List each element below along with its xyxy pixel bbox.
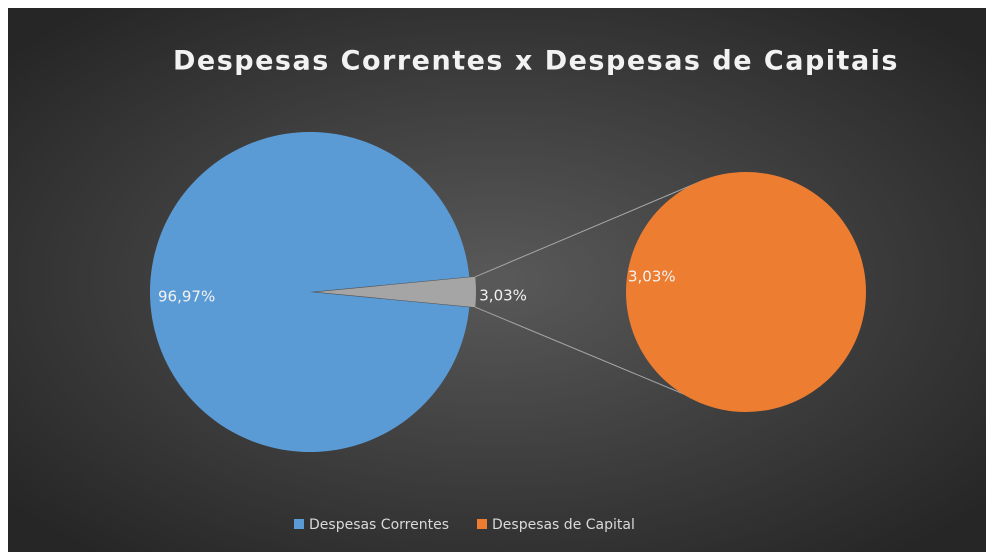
connector-line <box>475 179 705 278</box>
data-label: 3,03% <box>628 268 676 286</box>
legend-label: Despesas Correntes <box>309 517 449 533</box>
data-label: 96,97% <box>158 288 215 306</box>
legend-label: Despesas de Capital <box>492 517 635 533</box>
connector-line <box>475 306 711 406</box>
data-label: 3,03% <box>479 287 527 305</box>
chart-title: Despesas Correntes x Despesas de Capitai… <box>173 46 899 77</box>
legend-swatch <box>294 519 304 529</box>
legend-swatch <box>477 519 487 529</box>
pie-slice <box>316 276 476 308</box>
secondary-pie-slice <box>626 172 866 412</box>
pie-slice <box>150 132 470 452</box>
